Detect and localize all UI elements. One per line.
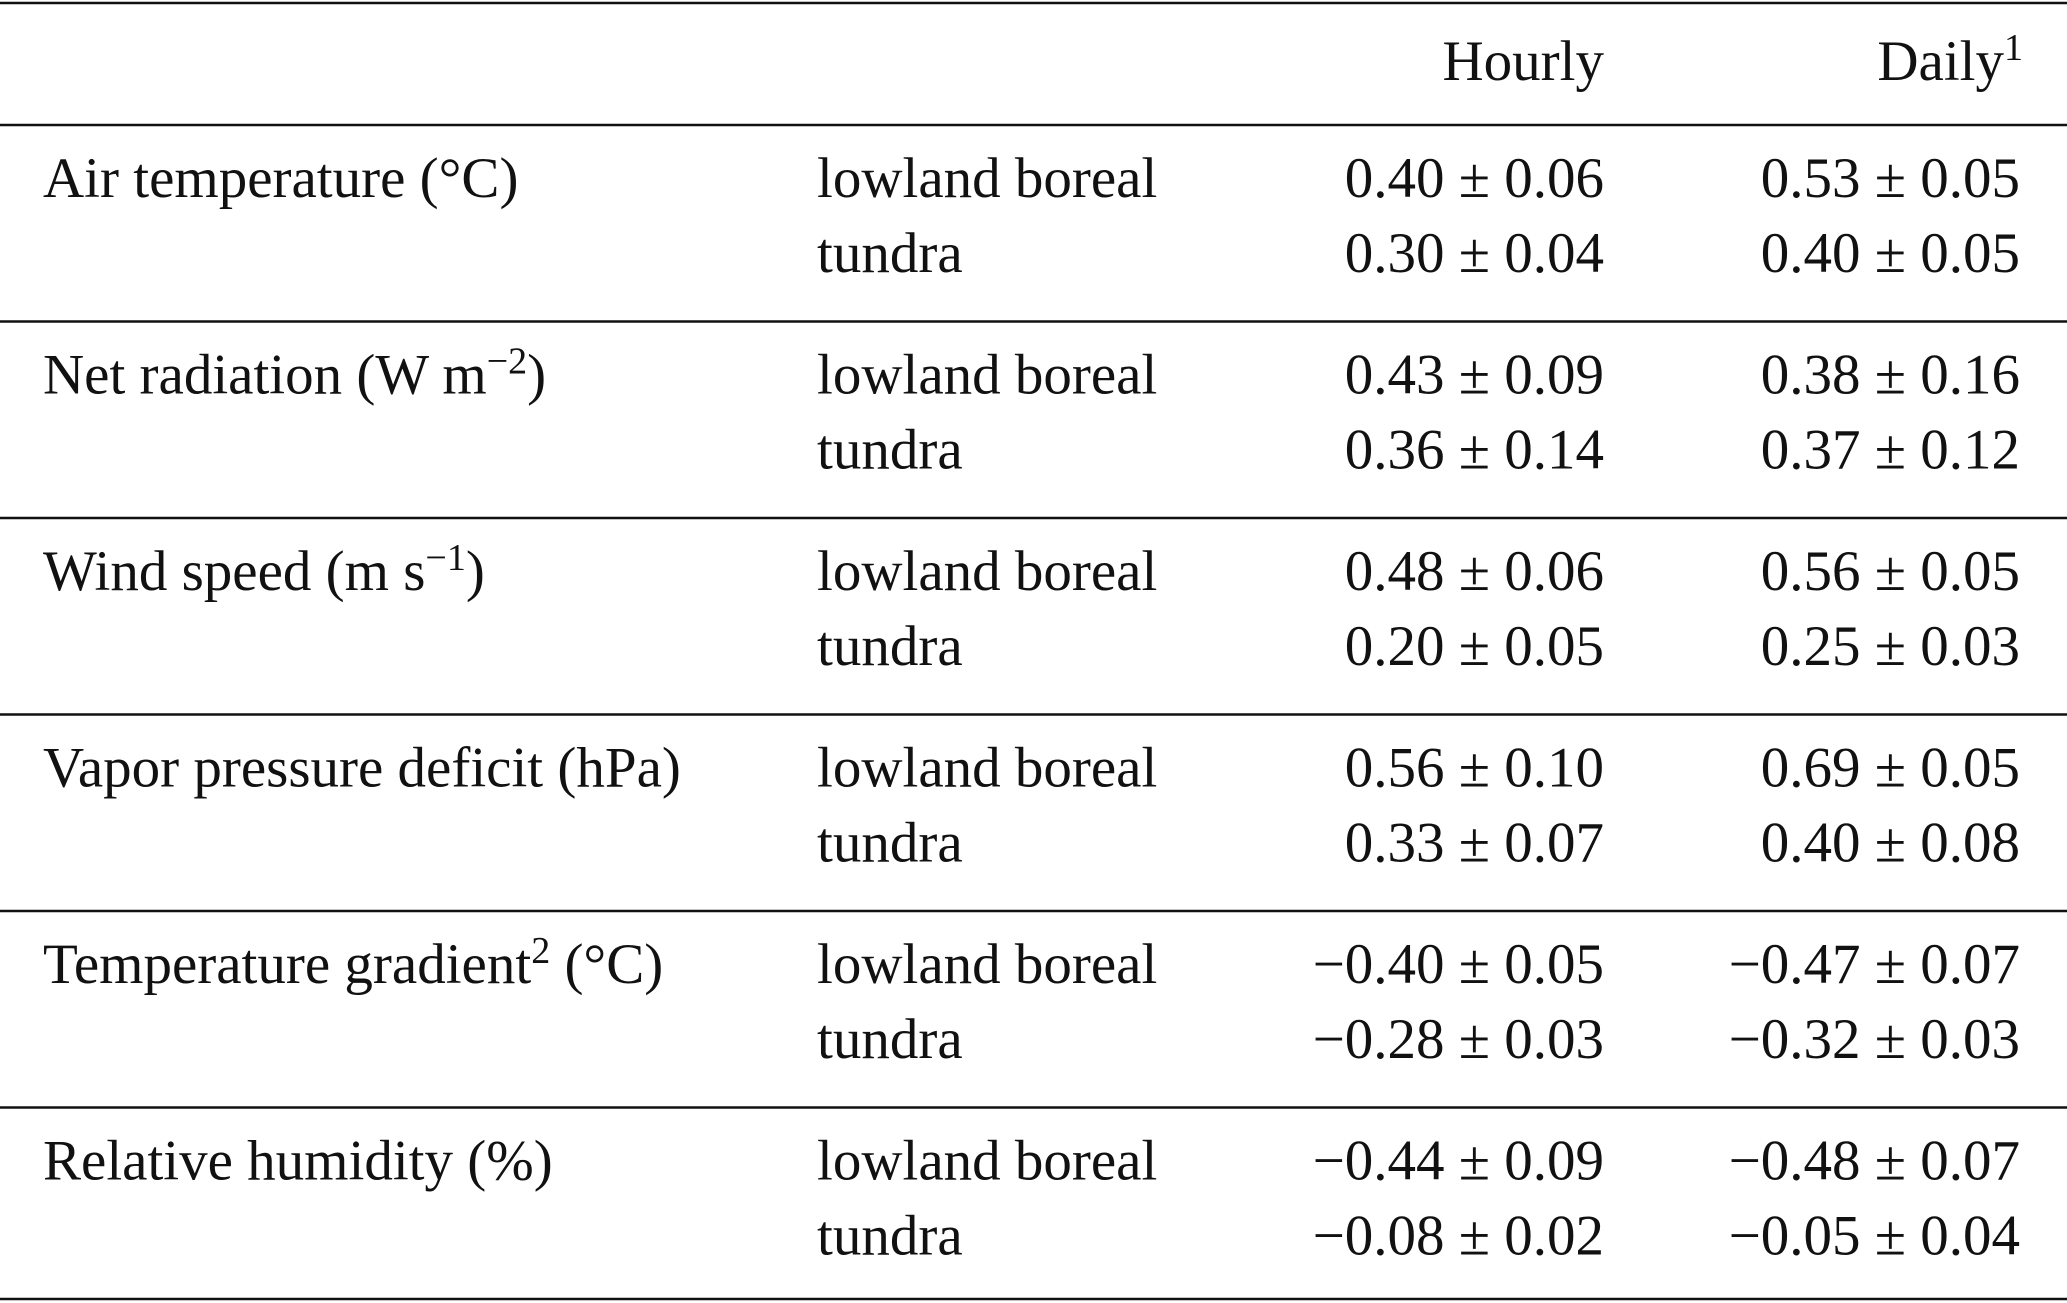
daily-value: 0.69 ± 0.05 [1761,737,2020,800]
site: lowland boreal [817,1130,1157,1193]
row-label: Temperature gradient2 (°C) [43,930,663,996]
label-text: Net radiation (W m [43,344,487,407]
label-text: Vapor pressure deficit (hPa) [43,737,681,800]
superscript: 2 [531,930,550,972]
hourly-value: 0.48 ± 0.06 [1345,540,1604,603]
site: tundra [817,1008,963,1071]
column-header: Daily [1877,30,2004,93]
footnote-mark: 1 [2004,27,2023,69]
daily-value: −0.32 ± 0.03 [1729,1008,2020,1071]
site: lowland boreal [817,540,1157,603]
daily-value: 0.40 ± 0.05 [1761,222,2020,285]
daily-value: 0.38 ± 0.16 [1761,344,2020,407]
superscript: −1 [425,537,465,579]
site: lowland boreal [817,147,1157,210]
label-tail: ) [527,344,546,407]
daily-value: 0.56 ± 0.05 [1761,540,2020,603]
superscript: −2 [487,341,527,383]
site: tundra [817,615,963,678]
site: lowland boreal [817,344,1157,407]
daily-value: −0.05 ± 0.04 [1729,1205,2020,1268]
site: tundra [817,1205,963,1268]
site: tundra [817,812,963,875]
hourly-value: 0.43 ± 0.09 [1345,344,1604,407]
row-label: Net radiation (W m−2) [43,341,546,407]
label-text: Temperature gradient [43,933,531,996]
row-label: Air temperature (°C) [43,147,518,210]
hourly-value: −0.28 ± 0.03 [1313,1008,1604,1071]
row-label: Wind speed (m s−1) [43,537,485,603]
label-text: Air temperature (°C) [43,147,518,210]
label-text: Wind speed (m s [43,540,425,603]
site: lowland boreal [817,737,1157,800]
row-label: Vapor pressure deficit (hPa) [43,737,681,800]
label-tail: ) [466,540,485,603]
daily-value: 0.40 ± 0.08 [1761,812,2020,875]
daily-value: −0.47 ± 0.07 [1729,933,2020,996]
hourly-value: 0.33 ± 0.07 [1345,812,1604,875]
site: lowland boreal [817,933,1157,996]
column-header: Hourly [1443,30,1605,93]
hourly-value: 0.40 ± 0.06 [1345,147,1604,210]
site: tundra [817,222,963,285]
daily-value: 0.37 ± 0.12 [1761,419,2020,482]
hourly-value: 0.20 ± 0.05 [1345,615,1604,678]
hourly-value: 0.36 ± 0.14 [1345,419,1604,482]
site: tundra [817,419,963,482]
label-text: Relative humidity (%) [43,1130,553,1193]
hourly-value: −0.44 ± 0.09 [1313,1130,1604,1193]
label-tail: (°C) [550,933,663,996]
row-label: Relative humidity (%) [43,1130,553,1193]
hourly-value: 0.30 ± 0.04 [1345,222,1604,285]
daily-value: 0.53 ± 0.05 [1761,147,2020,210]
daily-value: 0.25 ± 0.03 [1761,615,2020,678]
hourly-value: 0.56 ± 0.10 [1345,737,1604,800]
hourly-value: −0.08 ± 0.02 [1313,1205,1604,1268]
hourly-value: −0.40 ± 0.05 [1313,933,1604,996]
daily-value: −0.48 ± 0.07 [1729,1130,2020,1193]
